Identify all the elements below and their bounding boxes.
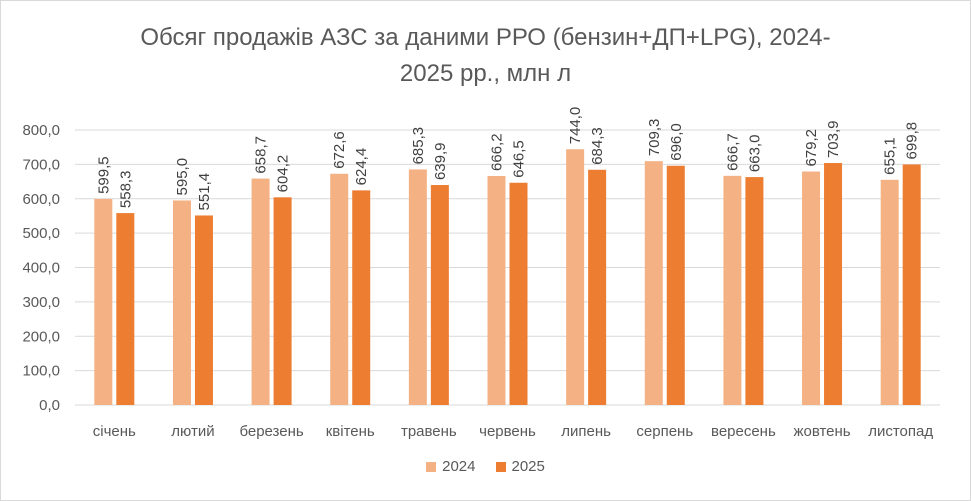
legend-swatch-2025 xyxy=(495,461,506,472)
bar-2024 xyxy=(802,171,821,405)
y-tick-label: 500,0 xyxy=(22,225,60,242)
bar-2025 xyxy=(352,190,371,405)
legend-swatch-2024 xyxy=(426,461,437,472)
legend-item-2024: 2024 xyxy=(426,458,476,475)
x-tick-label: липень xyxy=(561,423,611,440)
x-tick-label: вересень xyxy=(711,423,776,440)
y-tick-label: 800,0 xyxy=(22,122,60,139)
data-label-2024: 666,2 xyxy=(489,133,506,171)
data-label-2024: 744,0 xyxy=(567,107,584,145)
data-label-2024: 658,7 xyxy=(253,136,270,174)
bar-2024 xyxy=(94,198,113,405)
data-label-2025: 696,0 xyxy=(668,123,685,161)
chart-title: Обсяг продажів АЗС за даними РРО (бензин… xyxy=(0,20,971,92)
data-label-2024: 599,5 xyxy=(95,156,112,194)
bar-2025 xyxy=(824,163,843,405)
data-label-2024: 666,7 xyxy=(724,133,741,171)
bar-2025 xyxy=(430,185,449,405)
data-label-2024: 672,6 xyxy=(331,131,348,169)
data-label-2024: 709,3 xyxy=(646,119,663,157)
data-label-2025: 699,8 xyxy=(904,122,921,160)
y-tick-label: 700,0 xyxy=(22,156,60,173)
bar-2024 xyxy=(880,179,899,405)
legend-item-2025: 2025 xyxy=(495,458,545,475)
x-tick-label: листопад xyxy=(868,423,933,440)
chart-title-line-2: 2025 рр., млн л xyxy=(399,60,572,87)
x-tick-label: червень xyxy=(479,423,536,440)
x-tick-label: лютий xyxy=(171,423,214,440)
bar-2024 xyxy=(172,200,191,405)
data-label-2025: 624,4 xyxy=(353,148,370,186)
legend-label-2024: 2024 xyxy=(442,458,476,475)
data-label-2025: 646,5 xyxy=(511,140,528,178)
bar-2024 xyxy=(487,175,506,405)
y-tick-label: 600,0 xyxy=(22,191,60,208)
y-tick-label: 300,0 xyxy=(22,294,60,311)
bar-2024 xyxy=(644,161,663,405)
data-label-2025: 703,9 xyxy=(825,120,842,158)
legend: 2024 2025 xyxy=(0,458,971,475)
bar-2025 xyxy=(588,169,607,405)
bar-2024 xyxy=(566,149,585,405)
bar-2025 xyxy=(116,213,135,405)
data-label-2025: 663,0 xyxy=(746,135,763,173)
data-label-2025: 604,2 xyxy=(275,155,292,193)
y-tick-label: 0,0 xyxy=(39,397,60,414)
x-tick-label: серпень xyxy=(636,423,693,440)
data-label-2024: 595,0 xyxy=(174,158,191,196)
data-label-2024: 679,2 xyxy=(803,129,820,167)
x-tick-label: квітень xyxy=(326,423,375,440)
x-tick-label: березень xyxy=(239,423,303,440)
bar-2024 xyxy=(408,169,427,405)
bar-2025 xyxy=(745,177,764,405)
data-label-2024: 685,3 xyxy=(410,127,427,165)
y-tick-label: 200,0 xyxy=(22,328,60,345)
x-tick-label: січень xyxy=(93,423,136,440)
bar-2024 xyxy=(330,173,349,405)
bar-2025 xyxy=(902,164,921,405)
bar-2025 xyxy=(273,197,292,405)
data-label-2025: 639,9 xyxy=(432,142,449,180)
bar-2025 xyxy=(666,165,685,405)
bar-2024 xyxy=(723,175,742,405)
data-label-2024: 655,1 xyxy=(882,137,899,175)
x-tick-label: жовтень xyxy=(793,423,850,440)
chart-title-line-1: Обсяг продажів АЗС за даними РРО (бензин… xyxy=(140,24,831,51)
data-label-2025: 558,3 xyxy=(117,171,134,209)
y-tick-label: 100,0 xyxy=(22,363,60,380)
data-label-2025: 684,3 xyxy=(589,127,606,165)
data-label-2025: 551,4 xyxy=(196,173,213,211)
x-tick-label: травень xyxy=(401,423,457,440)
legend-label-2025: 2025 xyxy=(511,458,545,475)
y-tick-label: 400,0 xyxy=(22,260,60,277)
bar-2025 xyxy=(194,215,213,405)
bar-2025 xyxy=(509,182,528,405)
bar-2024 xyxy=(251,178,270,405)
